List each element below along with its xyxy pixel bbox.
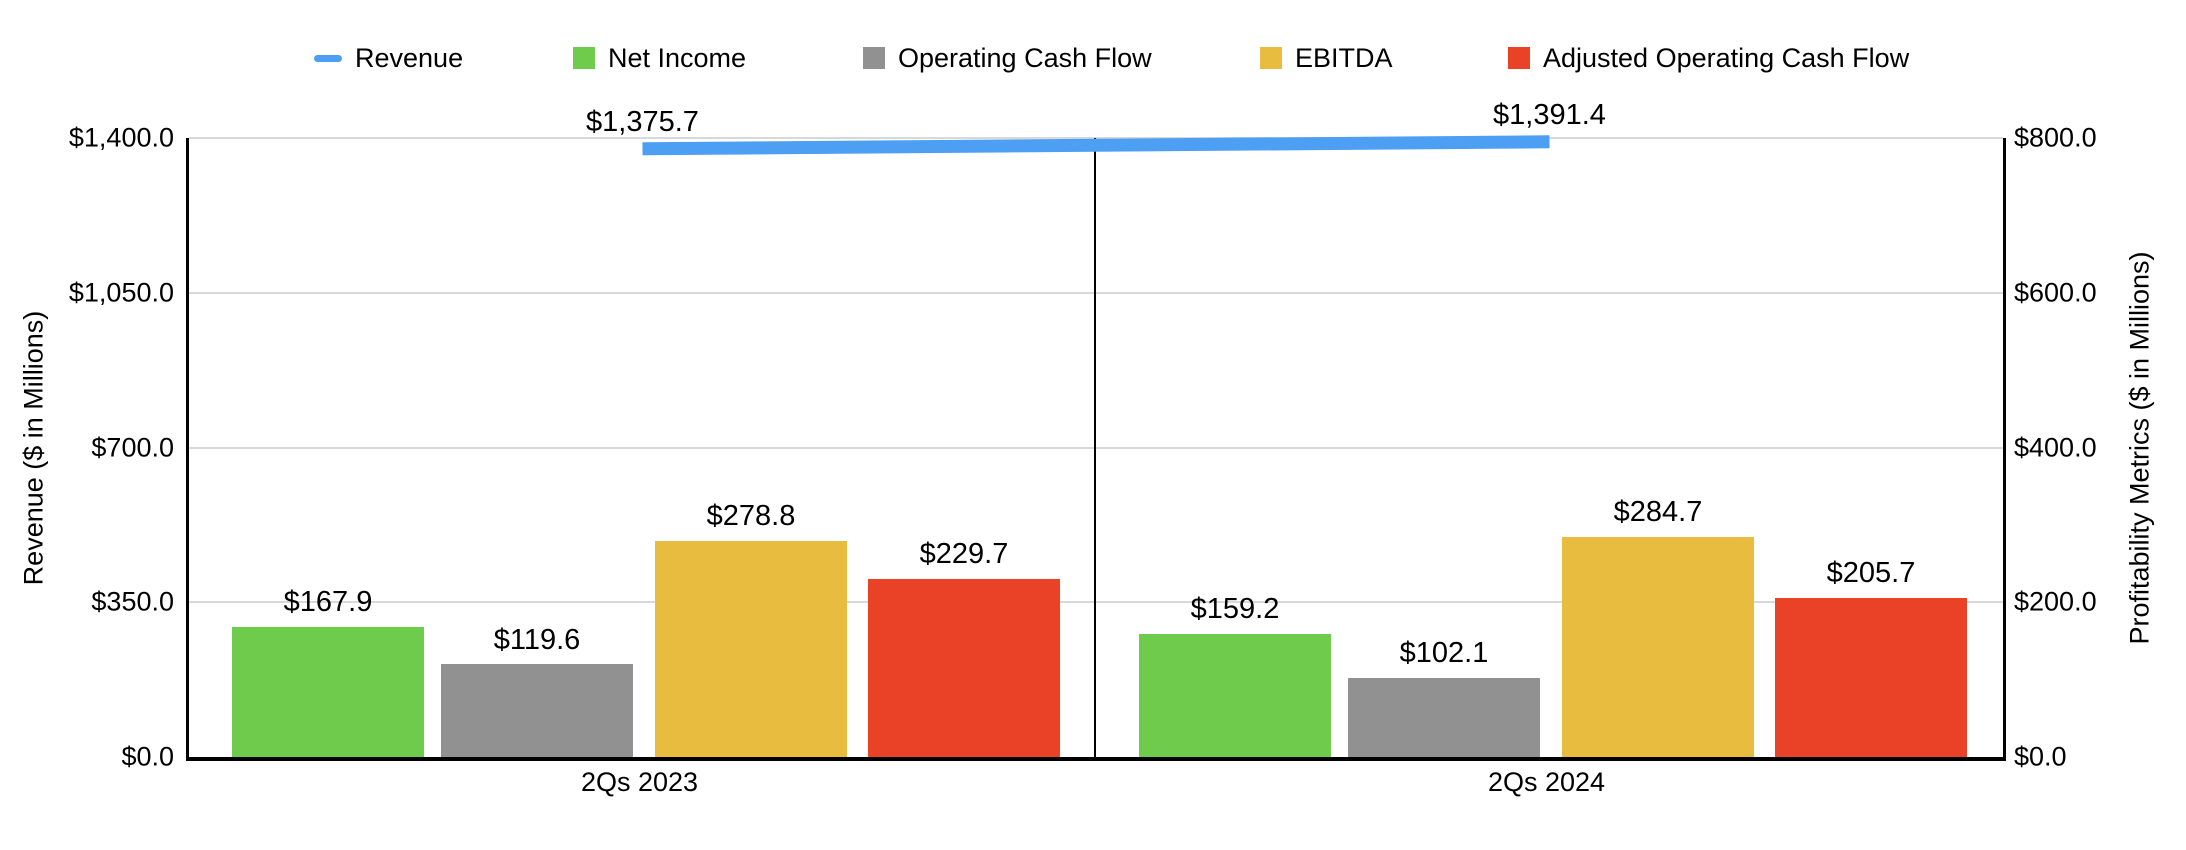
left-tick-label: $1,400.0	[68, 122, 174, 153]
bar-ebitda-2qs-2024[interactable]	[1562, 536, 1754, 757]
legend-swatch-revenue	[314, 54, 342, 62]
legend-swatch-adjusted-operating-cash-flow	[1508, 47, 1530, 69]
bar-net-income-2qs-2024[interactable]	[1139, 633, 1331, 757]
category-label-2qs-2024: 2Qs 2024	[1487, 767, 1606, 797]
gridline	[189, 137, 2003, 139]
right-tick-label: $600.0	[2014, 277, 2097, 308]
gridline	[189, 446, 2003, 449]
legend-swatch-ebitda	[1260, 47, 1282, 69]
gridline	[189, 601, 2003, 604]
legend-label-adjusted-operating-cash-flow: Adjusted Operating Cash Flow	[1543, 42, 1910, 73]
bar-value-label-adjusted-operating-cash-flow-2qs-2024: $205.7	[1826, 556, 1916, 589]
legend-label-ebitda: EBITDA	[1295, 42, 1393, 73]
gridline	[189, 291, 2003, 294]
revenue-value-label-2qs-2023: $1,375.7	[586, 105, 699, 138]
legend-item-net-income[interactable]: Net Income	[573, 36, 746, 80]
legend-label-operating-cash-flow: Operating Cash Flow	[898, 42, 1152, 73]
legend-item-adjusted-operating-cash-flow[interactable]: Adjusted Operating Cash Flow	[1508, 36, 1909, 80]
bar-operating-cash-flow-2qs-2024[interactable]	[1348, 678, 1540, 757]
right-tick-label: $0.0	[2014, 741, 2067, 772]
bar-value-label-adjusted-operating-cash-flow-2qs-2023: $229.7	[919, 538, 1009, 571]
left-tick-label: $0.0	[121, 741, 174, 772]
legend-swatch-net-income	[573, 47, 595, 69]
left-tick-label: $700.0	[91, 432, 174, 462]
category-label-2qs-2023: 2Qs 2023	[580, 767, 699, 797]
left-tick-label: $350.0	[91, 586, 174, 617]
category-divider	[1094, 138, 1096, 757]
left-axis-title: Revenue ($ in Millions)	[18, 310, 49, 586]
bar-ebitda-2qs-2023[interactable]	[655, 541, 847, 757]
bar-value-label-operating-cash-flow-2qs-2023: $119.6	[493, 623, 581, 656]
bar-value-label-net-income-2qs-2024: $159.2	[1190, 592, 1280, 625]
right-tick-label: $200.0	[2014, 586, 2097, 617]
right-tick-label: $800.0	[2014, 122, 2097, 153]
revenue-line[interactable]	[642, 135, 1550, 156]
plot-area: $167.9 $119.6 $278.8 $229.7 $159.2 $102.1 $284…	[186, 99, 2006, 761]
legend-item-revenue[interactable]: Revenue	[314, 36, 463, 80]
bar-net-income-2qs-2023[interactable]	[232, 627, 424, 757]
legend-item-operating-cash-flow[interactable]: Operating Cash Flow	[863, 36, 1152, 80]
bar-value-label-ebitda-2qs-2024: $284.7	[1613, 495, 1703, 528]
legend-swatch-operating-cash-flow	[863, 47, 885, 69]
bar-value-label-operating-cash-flow-2qs-2024: $102.1	[1399, 637, 1489, 670]
legend-item-ebitda[interactable]: EBITDA	[1260, 36, 1393, 80]
left-tick-label: $1,050.0	[68, 277, 174, 308]
bar-adjusted-operating-cash-flow-2qs-2024[interactable]	[1775, 597, 1967, 757]
right-tick-label: $400.0	[2014, 432, 2097, 462]
revenue-value-label-2qs-2024: $1,391.4	[1493, 98, 1606, 131]
bar-operating-cash-flow-2qs-2023[interactable]	[441, 664, 633, 757]
revenue-line-layer	[642, 135, 1550, 156]
right-axis-title: Profitability Metrics ($ in Millions)	[2124, 251, 2155, 645]
bar-adjusted-operating-cash-flow-2qs-2023[interactable]	[868, 579, 1060, 757]
legend-label-revenue: Revenue	[355, 42, 464, 73]
bar-value-label-net-income-2qs-2023: $167.9	[283, 586, 373, 619]
legend-label-net-income: Net Income	[608, 42, 747, 73]
bar-value-label-ebitda-2qs-2023: $278.8	[706, 500, 796, 533]
